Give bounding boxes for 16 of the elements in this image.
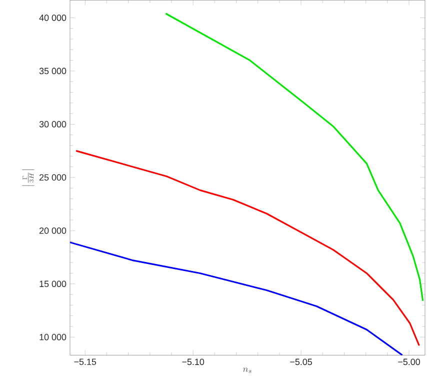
line-series [164, 12, 424, 302]
y-tick-label: 40 000 [39, 14, 66, 21]
line-series [75, 150, 420, 346]
y-tick-label: 10 000 [40, 334, 66, 340]
x-tick-label: −5.10 [182, 358, 204, 365]
y-tick-label: 30 000 [39, 120, 66, 128]
x-axis-title: $n_s$ [242, 368, 252, 373]
x-tick-label: −5.00 [398, 358, 420, 365]
line-series [70, 241, 404, 356]
x-tick-label: −5.05 [290, 358, 312, 365]
y-tick-label: 35 000 [39, 68, 66, 74]
x-tick-label: −5.15 [74, 358, 96, 365]
y-tick-label: 20 000 [40, 227, 66, 234]
y-tick-label: 25 000 [40, 174, 66, 181]
y-axis-title: $\left|\frac{\Gamma}{3H}\right|$ [22, 169, 34, 186]
y-tick-label: 15 000 [40, 280, 66, 287]
